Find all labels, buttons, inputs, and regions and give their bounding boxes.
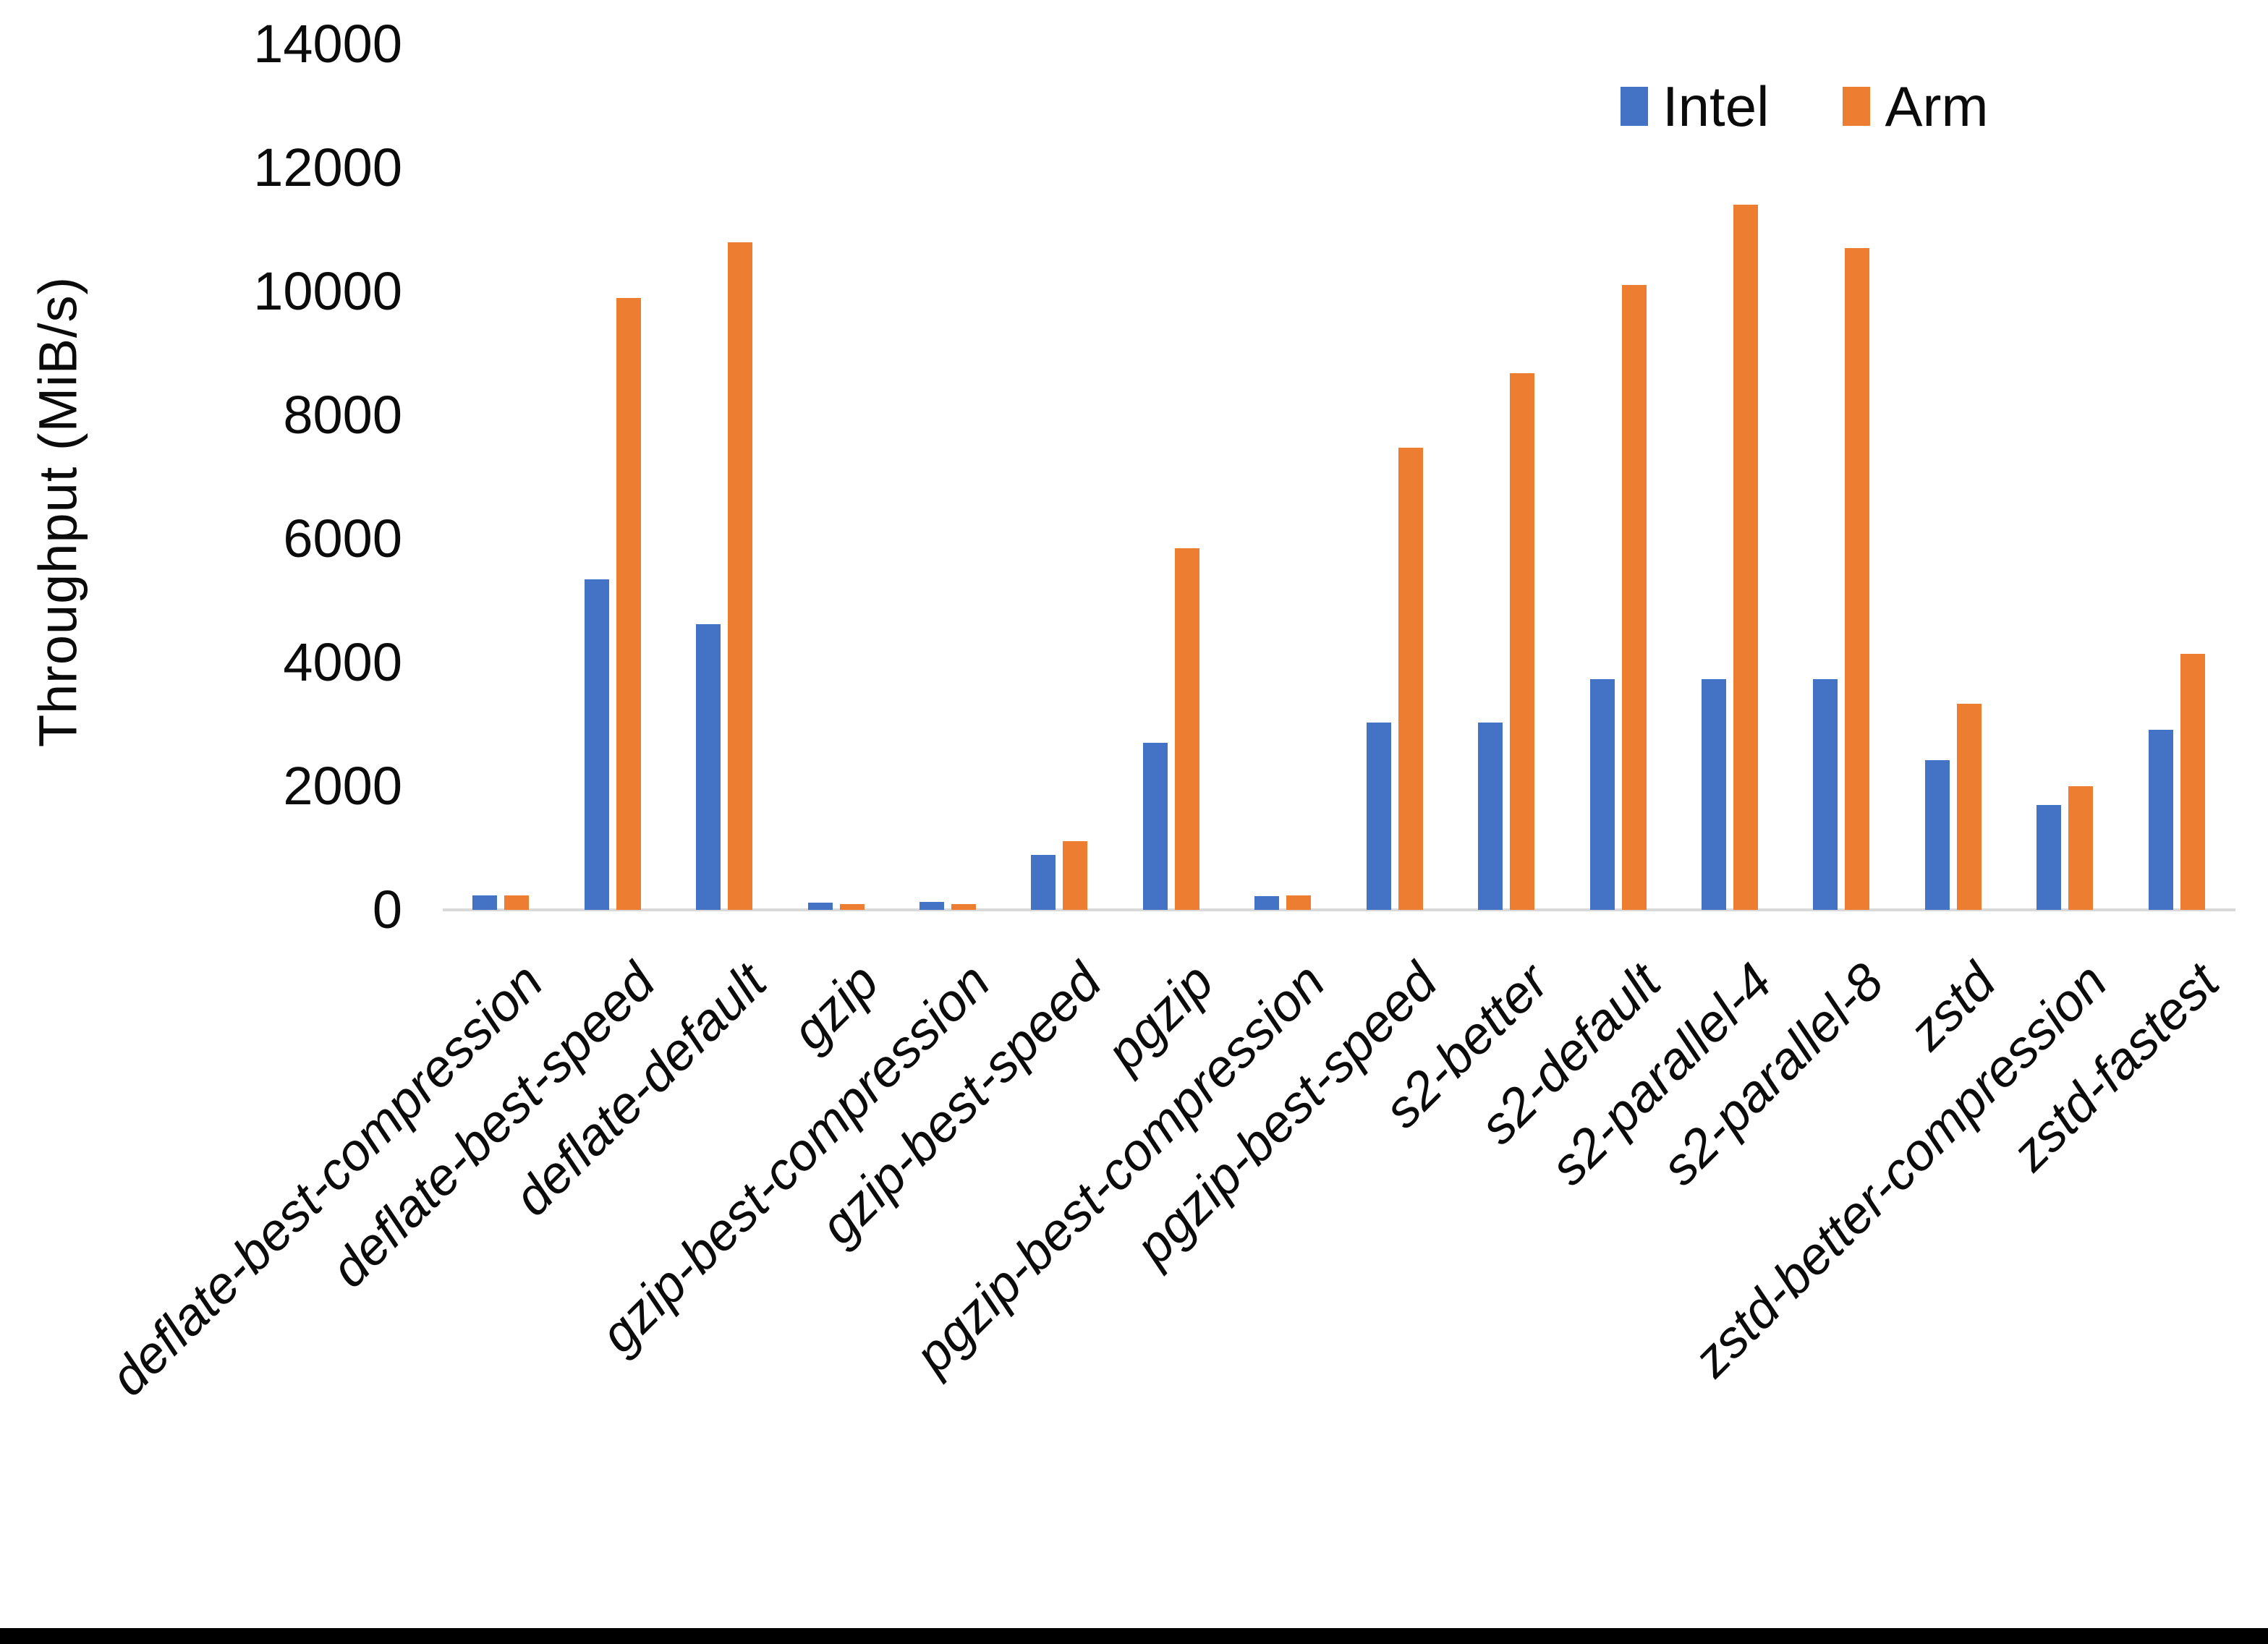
bar-intel-zstd-better-compression — [2036, 804, 2062, 910]
bar-arm-zstd — [1956, 704, 1982, 910]
y-tick-label: 2000 — [283, 756, 402, 816]
bar-intel-gzip — [807, 902, 833, 910]
y-tick-label: 14000 — [253, 14, 402, 74]
bar-intel-pgzip-best-speed — [1366, 722, 1391, 910]
bar-arm-zstd-better-compression — [2068, 786, 2094, 910]
bar-intel-zstd — [1924, 760, 1950, 910]
y-tick-label: 4000 — [283, 632, 402, 692]
bar-arm-s2-better — [1510, 372, 1535, 910]
x-axis-line — [443, 908, 2235, 911]
bar-arm-gzip — [839, 904, 865, 910]
bar-arm-pgzip-best-compression — [1286, 895, 1312, 910]
y-tick-label: 12000 — [253, 137, 402, 197]
bar-arm-gzip-best-speed — [1063, 841, 1088, 910]
bar-intel-s2-better — [1478, 722, 1503, 910]
y-tick-label: 0 — [372, 880, 402, 940]
bar-arm-deflate-best-compression — [504, 895, 530, 910]
plot-area — [445, 44, 2233, 910]
arm-series-swatch-icon — [1843, 87, 1871, 126]
legend-label-intel: Intel — [1662, 74, 1770, 138]
intel-series-swatch-icon — [1621, 87, 1648, 126]
legend-item-arm: Arm — [1843, 78, 1988, 135]
bar-intel-deflate-best-speed — [584, 579, 609, 910]
bar-arm-pgzip — [1174, 548, 1199, 910]
bar-intel-s2-parallel-4 — [1702, 679, 1727, 910]
bar-intel-pgzip — [1142, 743, 1168, 910]
bar-arm-deflate-default — [728, 242, 753, 910]
bar-arm-pgzip-best-speed — [1398, 448, 1423, 910]
bar-intel-gzip-best-speed — [1031, 854, 1056, 910]
bar-arm-s2-parallel-8 — [1845, 248, 1870, 910]
y-tick-label: 6000 — [283, 508, 402, 568]
legend: Intel Arm — [1621, 78, 1988, 135]
screenshot-bottom-border — [0, 1628, 2268, 1644]
bar-intel-zstd-fastest — [2148, 730, 2173, 910]
bar-arm-gzip-best-compression — [951, 903, 976, 910]
bar-intel-deflate-best-compression — [472, 895, 498, 910]
bar-arm-s2-parallel-4 — [1733, 205, 1759, 910]
bar-arm-deflate-best-speed — [616, 297, 641, 910]
bar-arm-zstd-fastest — [2180, 654, 2205, 910]
y-tick-label: 8000 — [283, 385, 402, 445]
legend-label-arm: Arm — [1885, 74, 1989, 138]
bar-intel-deflate-default — [696, 624, 721, 910]
bar-intel-gzip-best-compression — [919, 902, 944, 910]
y-axis-title: Throughput (MiB/s) — [27, 276, 88, 748]
legend-item-intel: Intel — [1621, 78, 1769, 135]
bar-intel-s2-default — [1589, 679, 1615, 910]
y-tick-label: 10000 — [253, 261, 402, 321]
bar-intel-s2-parallel-8 — [1813, 679, 1838, 910]
bar-intel-pgzip-best-compression — [1254, 896, 1280, 910]
bar-arm-s2-default — [1621, 285, 1647, 910]
